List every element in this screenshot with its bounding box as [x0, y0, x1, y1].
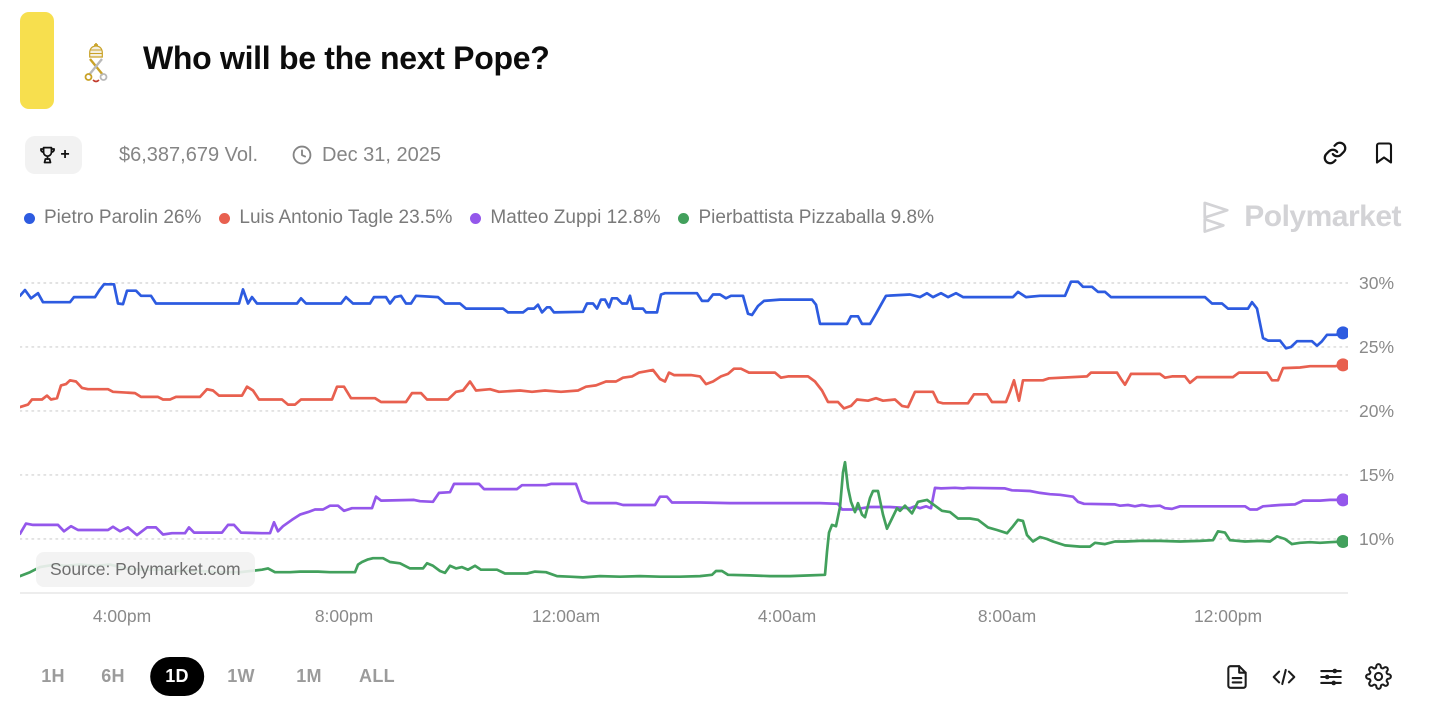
probability-chart[interactable] [20, 262, 1348, 594]
timeframe-1d[interactable]: 1D [150, 657, 204, 696]
legend-dot-green [678, 212, 690, 224]
polymarket-watermark: Polymarket [1198, 199, 1401, 235]
x-axis-tick-label: 8:00pm [314, 606, 374, 626]
legend-dot-blue [24, 212, 35, 224]
link-icon [1323, 141, 1347, 165]
timeframe-1m[interactable]: 1M [284, 657, 334, 696]
bookmark-button[interactable] [1372, 140, 1396, 166]
embed-button[interactable] [1271, 664, 1297, 690]
timeframe-6h[interactable]: 6H [89, 657, 137, 696]
order-book-button[interactable] [1224, 664, 1250, 690]
code-icon [1272, 668, 1296, 685]
file-text-icon [1227, 664, 1247, 689]
y-axis-tick-label: 20% [1359, 400, 1395, 421]
polymarket-logo-icon [1203, 201, 1229, 233]
chart-tools [1224, 663, 1392, 690]
chart-options-button[interactable] [1318, 664, 1344, 690]
y-axis-tick-label: 25% [1359, 336, 1395, 357]
timeframe-all[interactable]: ALL [347, 657, 407, 696]
legend-item-parolin[interactable]: Pietro Parolin 26% [24, 207, 201, 229]
x-axis-tick-label: 8:00am [977, 606, 1037, 626]
legend-dot-red [219, 212, 231, 224]
watermark-brand: Polymarket [1244, 200, 1401, 233]
sliders-icon [1320, 668, 1342, 685]
bookmark-icon [1375, 142, 1393, 164]
y-axis-tick-label: 30% [1359, 272, 1395, 293]
trophy-plus-label: + [60, 146, 70, 163]
page-title: Who will be the next Pope? [143, 40, 550, 76]
chart-legend: Pietro Parolin 26% Luis Antonio Tagle 23… [24, 207, 934, 229]
clock-icon [291, 144, 313, 166]
market-thumbnail [20, 12, 54, 109]
legend-item-pizzaballa[interactable]: Pierbattista Pizzaballa 9.8% [678, 207, 934, 229]
stats-row: + $6,387,679 Vol. Dec 31, 2025 [25, 136, 441, 174]
legend-label: Pietro Parolin 26% [44, 207, 202, 228]
legend-item-zuppi[interactable]: Matteo Zuppi 12.8% [470, 207, 660, 229]
x-axis-tick-label: 12:00pm [1193, 606, 1263, 626]
volume-text: $6,387,679 Vol. [119, 143, 259, 166]
legend-label: Matteo Zuppi 12.8% [490, 207, 661, 228]
settings-button[interactable] [1365, 663, 1392, 690]
leaderboard-button[interactable]: + [25, 136, 82, 174]
vatican-emblem-icon [84, 43, 108, 83]
legend-item-tagle[interactable]: Luis Antonio Tagle 23.5% [219, 207, 452, 229]
x-axis-tick-label: 4:00pm [92, 606, 152, 626]
source-attribution: Source: Polymarket.com [36, 552, 255, 587]
y-axis-tick-label: 15% [1359, 464, 1395, 485]
legend-label: Luis Antonio Tagle 23.5% [239, 207, 453, 228]
trophy-icon [40, 146, 56, 163]
timeframe-1h[interactable]: 1H [29, 657, 77, 696]
copy-link-button[interactable] [1322, 140, 1348, 166]
timeframe-1w[interactable]: 1W [215, 657, 267, 696]
end-date-text: Dec 31, 2025 [322, 143, 441, 166]
y-axis-tick-label: 10% [1359, 528, 1395, 549]
legend-label: Pierbattista Pizzaballa 9.8% [698, 207, 934, 228]
x-axis-tick-label: 4:00am [757, 606, 817, 626]
x-axis-tick-label: 12:00am [531, 606, 601, 626]
legend-dot-purple [470, 212, 482, 224]
gear-icon [1365, 663, 1392, 690]
